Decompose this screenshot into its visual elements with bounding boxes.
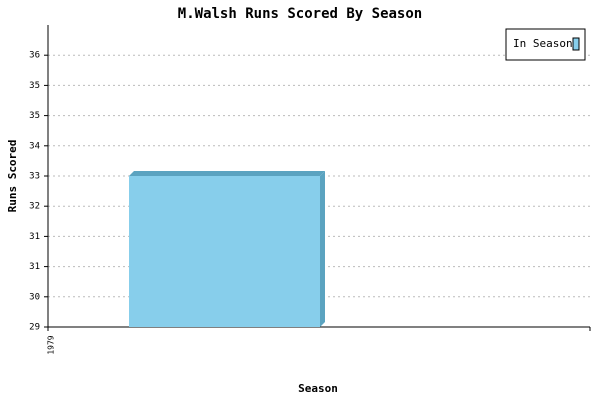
bar-side <box>320 171 325 327</box>
bar <box>129 176 320 327</box>
legend-box <box>505 28 586 61</box>
y-axis-title: Runs Scored <box>6 140 19 213</box>
y-tick-label: 35 <box>29 81 40 91</box>
legend-swatch <box>572 37 580 51</box>
y-tick-label: 29 <box>29 323 40 333</box>
y-tick-label: 33 <box>29 172 40 182</box>
y-tick-label: 35 <box>29 111 40 121</box>
y-tick-label: 34 <box>29 141 40 151</box>
x-tick-label: 1979 <box>47 335 56 354</box>
chart-title: M.Walsh Runs Scored By Season <box>178 6 422 22</box>
y-tick-label: 31 <box>29 232 40 242</box>
y-tick-label: 30 <box>29 292 40 302</box>
bar-top <box>129 171 325 176</box>
y-tick-label: 36 <box>29 51 40 61</box>
legend-label: In Season <box>513 37 573 50</box>
y-tick-label: 31 <box>29 262 40 272</box>
y-tick-label: 32 <box>29 202 40 212</box>
x-axis-title: Season <box>298 382 338 395</box>
